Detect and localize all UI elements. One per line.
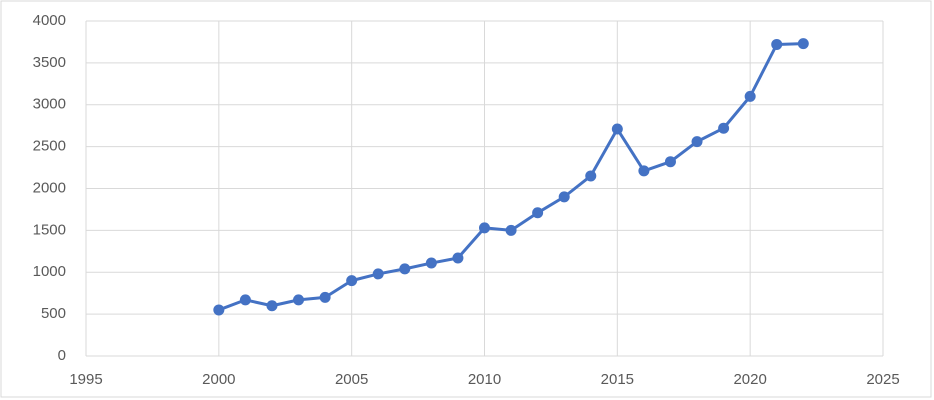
- x-tick-label: 2010: [468, 371, 501, 388]
- data-point: [664, 156, 676, 168]
- data-point: [585, 170, 597, 182]
- x-tick-label: 2005: [335, 371, 368, 388]
- data-point: [346, 275, 358, 287]
- data-point: [744, 90, 756, 102]
- x-tick-label: 2025: [866, 371, 899, 388]
- data-point: [771, 38, 783, 50]
- data-point: [239, 294, 251, 306]
- data-point: [611, 123, 623, 135]
- y-tick-label: 1500: [33, 221, 66, 238]
- y-tick-label: 3000: [33, 96, 66, 113]
- data-point: [266, 300, 278, 312]
- y-tick-label: 2000: [33, 179, 66, 196]
- data-point: [319, 291, 331, 303]
- data-point: [452, 252, 464, 264]
- x-tick-label: 2000: [202, 371, 235, 388]
- x-tick-label: 1995: [69, 371, 102, 388]
- data-point: [399, 263, 411, 275]
- data-point: [638, 165, 650, 177]
- data-point: [797, 38, 809, 50]
- data-point: [213, 304, 225, 316]
- y-tick-label: 3500: [33, 54, 66, 71]
- y-tick-label: 2500: [33, 138, 66, 155]
- data-point: [532, 207, 544, 219]
- data-point: [691, 136, 703, 148]
- data-point: [372, 268, 384, 280]
- data-point: [425, 257, 437, 269]
- y-tick-label: 0: [58, 347, 66, 364]
- data-point: [558, 191, 570, 203]
- data-point: [505, 224, 517, 236]
- x-tick-label: 2015: [601, 371, 634, 388]
- data-point: [293, 294, 305, 306]
- data-point: [479, 222, 490, 234]
- y-tick-label: 500: [41, 305, 66, 322]
- data-point: [718, 122, 730, 134]
- y-tick-label: 1000: [33, 263, 66, 280]
- y-tick-label: 4000: [33, 12, 66, 29]
- x-tick-label: 2020: [733, 371, 766, 388]
